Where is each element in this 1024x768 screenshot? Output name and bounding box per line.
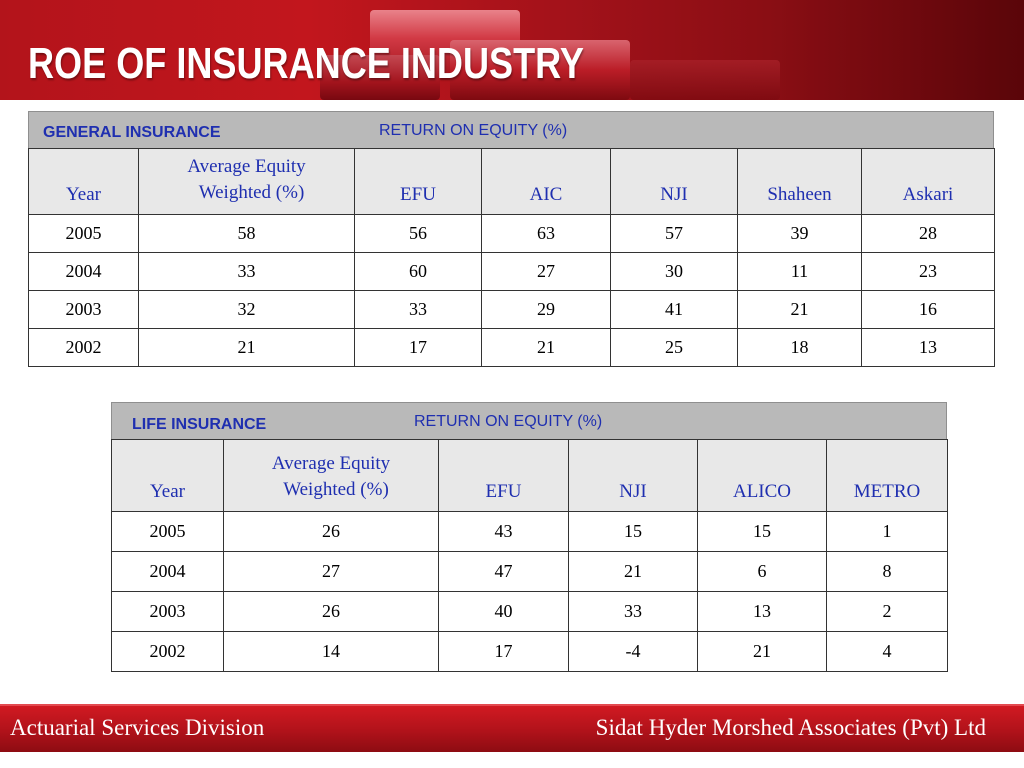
column-header-efu: EFU	[438, 439, 569, 512]
column-header-efu: EFU	[354, 148, 482, 215]
value-cell: 21	[568, 551, 698, 592]
value-cell: 21	[138, 328, 355, 367]
page-title: ROE OF INSURANCE INDUSTRY	[28, 39, 584, 88]
value-cell: 56	[354, 214, 482, 253]
column-header-average-equity: Average Equity Weighted (%)	[138, 148, 355, 215]
value-cell: 8	[826, 551, 948, 592]
value-cell: 27	[223, 551, 439, 592]
value-cell: 26	[223, 511, 439, 552]
general-roe-label: RETURN ON EQUITY (%)	[379, 122, 568, 139]
value-cell: 18	[737, 328, 862, 367]
value-cell: 63	[481, 214, 611, 253]
year-cell: 2002	[111, 631, 224, 672]
life-roe-label: RETURN ON EQUITY (%)	[414, 413, 603, 430]
value-cell: 43	[438, 511, 569, 552]
general-insurance-label: GENERAL INSURANCE	[43, 124, 221, 141]
footer-bar: Actuarial Services Division Sidat Hyder …	[0, 704, 1024, 752]
column-header-nji: NJI	[610, 148, 738, 215]
value-cell: 17	[354, 328, 482, 367]
table-row: 2003 32 33 29 41 21 16	[28, 290, 995, 329]
value-cell: 39	[737, 214, 862, 253]
value-cell: 21	[481, 328, 611, 367]
value-cell: 1	[826, 511, 948, 552]
value-cell: 21	[697, 631, 827, 672]
value-cell: 14	[223, 631, 439, 672]
value-cell: 58	[138, 214, 355, 253]
table-header-row: Year Average Equity Weighted (%) EFU AIC…	[28, 148, 995, 215]
value-cell: 28	[861, 214, 995, 253]
year-cell: 2003	[111, 591, 224, 632]
column-header-shaheen: Shaheen	[737, 148, 862, 215]
column-header-average-equity: Average Equity Weighted (%)	[223, 439, 439, 512]
header-line: Weighted (%)	[283, 479, 389, 500]
column-header-nji: NJI	[568, 439, 698, 512]
column-header-metro: METRO	[826, 439, 948, 512]
value-cell: 41	[610, 290, 738, 329]
life-insurance-table: LIFE INSURANCE RETURN ON EQUITY (%) Year…	[111, 402, 948, 672]
value-cell: 47	[438, 551, 569, 592]
year-cell: 2005	[28, 214, 139, 253]
year-cell: 2004	[28, 252, 139, 291]
header-line: Weighted (%)	[198, 182, 305, 203]
value-cell: 29	[481, 290, 611, 329]
value-cell: 40	[438, 591, 569, 632]
value-cell: 6	[697, 551, 827, 592]
footer-division: Actuarial Services Division	[10, 715, 265, 740]
banner-block	[630, 60, 780, 100]
table-row: 2004 33 60 27 30 11 23	[28, 252, 995, 291]
table-row: 2005 26 43 15 15 1	[111, 511, 948, 552]
value-cell: 33	[138, 252, 355, 291]
value-cell: 21	[737, 290, 862, 329]
table-row: 2004 27 47 21 6 8	[111, 551, 948, 592]
table-row: 2002 21 17 21 25 18 13	[28, 328, 995, 367]
value-cell: 60	[354, 252, 482, 291]
value-cell: 25	[610, 328, 738, 367]
year-cell: 2003	[28, 290, 139, 329]
value-cell: 13	[697, 591, 827, 632]
title-banner: ROE OF INSURANCE INDUSTRY	[0, 0, 1024, 100]
value-cell: 16	[861, 290, 995, 329]
year-cell: 2004	[111, 551, 224, 592]
column-header-year: Year	[28, 148, 139, 215]
table-header-row: Year Average Equity Weighted (%) EFU NJI…	[111, 439, 948, 512]
life-insurance-label: LIFE INSURANCE	[132, 416, 267, 433]
value-cell: 30	[610, 252, 738, 291]
value-cell: 13	[861, 328, 995, 367]
general-data-table: Year Average Equity Weighted (%) EFU AIC…	[28, 148, 995, 367]
column-header-aic: AIC	[481, 148, 611, 215]
column-header-alico: ALICO	[697, 439, 827, 512]
value-cell: 57	[610, 214, 738, 253]
value-cell: 32	[138, 290, 355, 329]
table-row: 2003 26 40 33 13 2	[111, 591, 948, 632]
header-line: Average Equity	[187, 156, 306, 177]
general-insurance-table: GENERAL INSURANCE RETURN ON EQUITY (%) Y…	[28, 111, 995, 367]
header-line: Average Equity	[271, 453, 391, 474]
value-cell: 15	[697, 511, 827, 552]
value-cell: 33	[354, 290, 482, 329]
value-cell: 2	[826, 591, 948, 632]
value-cell: 27	[481, 252, 611, 291]
value-cell: 23	[861, 252, 995, 291]
table-row: 2005 58 56 63 57 39 28	[28, 214, 995, 253]
footer-company: Sidat Hyder Morshed Associates (Pvt) Ltd	[595, 715, 986, 740]
general-insurance-band: GENERAL INSURANCE RETURN ON EQUITY (%)	[28, 111, 994, 148]
value-cell: 11	[737, 252, 862, 291]
column-header-askari: Askari	[861, 148, 995, 215]
banner-block	[320, 55, 440, 100]
value-cell: -4	[568, 631, 698, 672]
banner-block	[450, 40, 630, 100]
column-header-year: Year	[111, 439, 224, 512]
value-cell: 4	[826, 631, 948, 672]
banner-graphic	[300, 0, 820, 100]
value-cell: 33	[568, 591, 698, 632]
value-cell: 15	[568, 511, 698, 552]
life-data-table: Year Average Equity Weighted (%) EFU NJI…	[111, 439, 948, 672]
value-cell: 26	[223, 591, 439, 632]
value-cell: 17	[438, 631, 569, 672]
table-row: 2002 14 17 -4 21 4	[111, 631, 948, 672]
year-cell: 2002	[28, 328, 139, 367]
year-cell: 2005	[111, 511, 224, 552]
life-insurance-band: LIFE INSURANCE RETURN ON EQUITY (%)	[111, 402, 947, 439]
